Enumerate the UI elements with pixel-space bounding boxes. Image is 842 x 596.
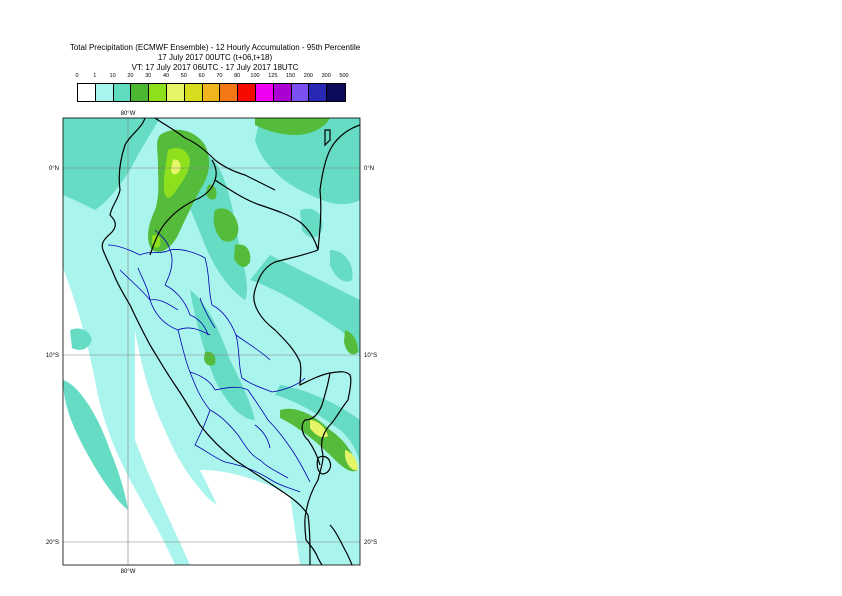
lat-label-right-0: 0°N xyxy=(364,166,374,172)
legend-tick-label: 1 xyxy=(93,73,97,79)
south-green-band xyxy=(280,408,358,472)
peru-brazil-border xyxy=(253,249,352,401)
lake-titicaca xyxy=(316,455,332,475)
peru-bolivia-border xyxy=(304,399,349,541)
legend-swatch xyxy=(113,84,132,101)
lat-label-left-0: 0°N xyxy=(49,166,59,172)
lon-label-top: 80°W xyxy=(121,111,136,117)
run-time-label: 17 July 2017 00UTC (t+06,t+18) xyxy=(157,53,273,62)
legend-labels: 0 1 10 20 30 40 50 60 70 80 100 125 150 200 300 500 xyxy=(0,73,842,83)
chile-argentina-border xyxy=(329,524,353,565)
legend-swatch xyxy=(166,84,185,101)
ecuador-peru-border xyxy=(149,159,217,256)
bolivia-chile-border xyxy=(305,539,323,565)
map-frame xyxy=(62,117,361,566)
ocean-mid-north xyxy=(63,118,160,210)
legend-swatch xyxy=(309,84,328,101)
legend-tick-label: 20 xyxy=(127,73,134,79)
lat-label-right-20s: 20°S xyxy=(364,540,377,546)
coastline xyxy=(101,118,311,565)
legend-tick-label: 10 xyxy=(109,73,116,79)
lon-label-bottom: 80°W xyxy=(121,569,136,575)
legend-swatch xyxy=(327,84,345,101)
legend-tick-label: 300 xyxy=(321,73,331,79)
precipitation-legend xyxy=(77,83,346,102)
legend-tick-label: 100 xyxy=(250,73,260,79)
andes-green-core xyxy=(148,129,210,252)
legend-swatch xyxy=(220,84,239,101)
lat-label-left-20s: 20°S xyxy=(46,540,59,546)
legend-tick-label: 40 xyxy=(162,73,170,79)
legend-swatch xyxy=(202,84,221,101)
legend-swatch xyxy=(291,84,310,101)
map-fields xyxy=(63,118,360,565)
legend-tick-label: 125 xyxy=(268,73,278,79)
north-mid xyxy=(255,118,360,205)
legend-tick-label: 500 xyxy=(339,73,349,79)
legend-swatch xyxy=(238,84,256,101)
legend-swatch xyxy=(131,84,150,101)
legend-tick-label: 200 xyxy=(303,73,313,79)
legend-tick-label: 0 xyxy=(75,73,79,79)
legend-swatch xyxy=(78,84,96,101)
andes-yellow-max xyxy=(171,159,181,175)
legend-tick-label: 30 xyxy=(145,73,152,79)
legend-swatch xyxy=(255,84,274,101)
dry-area-coast xyxy=(135,330,270,565)
legend-swatch xyxy=(149,84,167,101)
legend-swatch xyxy=(184,84,203,101)
legend-tick-label: 80 xyxy=(234,73,241,79)
grid xyxy=(63,118,360,565)
ecuador-colombia-border xyxy=(154,118,276,191)
colombia-peru-border xyxy=(214,179,319,251)
national-borders xyxy=(101,118,360,565)
legend-tick-label: 70 xyxy=(216,73,223,79)
lat-label-right-10s: 10°S xyxy=(364,353,377,359)
legend-tick-label: 150 xyxy=(286,73,296,79)
legend-swatch xyxy=(273,84,292,101)
lat-label-left-10s: 10°S xyxy=(46,353,59,359)
colombia-venezuela-border xyxy=(317,124,360,251)
valid-time-label: VT: 17 July 2017 06UTC - 17 July 2017 18… xyxy=(131,63,299,72)
map-title: Total Precipitation (ECMWF Ensemble) - 1… xyxy=(69,43,361,52)
legend-tick-label: 60 xyxy=(198,73,205,79)
legend-tick-label: 50 xyxy=(180,73,187,79)
legend-swatch xyxy=(95,84,114,101)
brazil-bolivia-border xyxy=(301,372,331,466)
admin-boundaries xyxy=(107,229,311,493)
dry-area-ocean-south xyxy=(63,268,175,565)
